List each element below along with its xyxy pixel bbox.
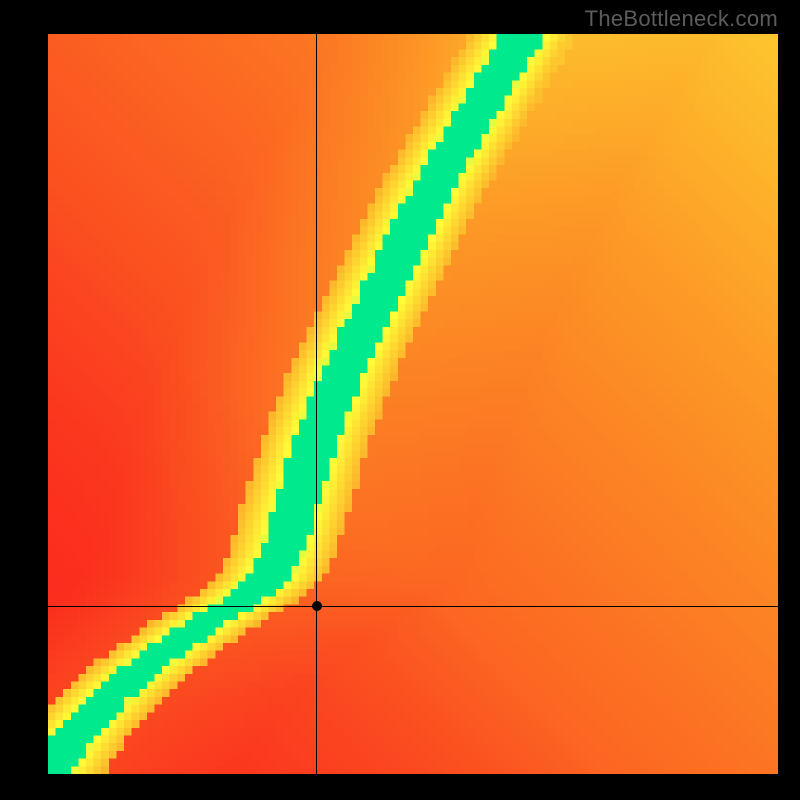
crosshair-horizontal	[48, 606, 778, 607]
crosshair-marker	[312, 601, 322, 611]
crosshair-vertical	[316, 34, 317, 774]
watermark-text: TheBottleneck.com	[585, 6, 778, 32]
heatmap-plot	[48, 34, 778, 774]
chart-container: TheBottleneck.com	[0, 0, 800, 800]
